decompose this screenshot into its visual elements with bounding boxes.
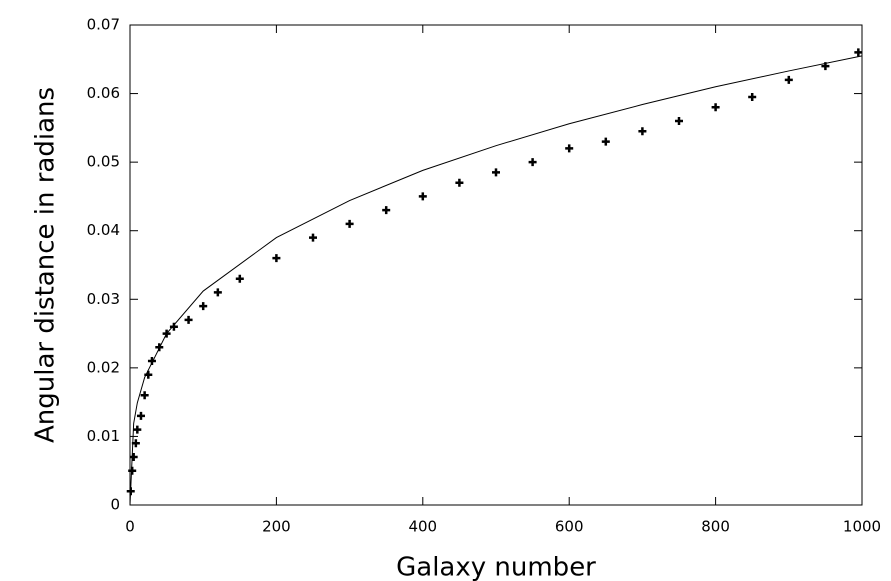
data-point <box>565 144 574 153</box>
x-tick-label: 600 <box>555 518 584 536</box>
y-tick-label: 0.06 <box>87 84 120 102</box>
fit-line <box>129 55 863 506</box>
data-point <box>133 425 142 434</box>
data-point <box>748 93 757 101</box>
x-tick-label: 200 <box>262 518 291 536</box>
data-point <box>601 137 610 146</box>
data-point <box>213 288 222 297</box>
x-tick-label: 0 <box>125 518 135 536</box>
x-axis-title: Galaxy number <box>396 553 596 581</box>
data-point <box>309 233 317 242</box>
plot-frame <box>129 24 863 506</box>
data-point <box>455 178 464 187</box>
data-point <box>128 466 137 475</box>
data-point <box>169 322 178 331</box>
y-tick-label: 0.05 <box>87 153 120 171</box>
data-point <box>382 206 391 215</box>
data-point <box>711 103 720 112</box>
data-point <box>199 302 208 311</box>
data-point <box>140 391 149 400</box>
data-point <box>418 192 427 201</box>
data-point <box>235 274 244 283</box>
x-tick-label: 1000 <box>843 518 881 536</box>
y-tick-label: 0.01 <box>87 427 120 445</box>
data-point <box>184 315 193 324</box>
y-axis-title: Angular distance in radians <box>31 87 61 443</box>
y-tick-label: 0.04 <box>87 221 120 239</box>
x-tick-label: 400 <box>408 518 437 536</box>
data-point <box>784 75 793 84</box>
x-tick-label: 800 <box>701 518 730 536</box>
y-tick-label: 0.03 <box>87 290 120 308</box>
y-tick-label: 0 <box>110 496 120 514</box>
data-point <box>854 48 863 57</box>
data-point <box>638 127 647 136</box>
y-tick-label: 0.07 <box>87 16 120 34</box>
data-point <box>272 254 281 263</box>
data-point <box>675 117 683 125</box>
data-point <box>528 158 537 167</box>
data-point <box>345 219 354 228</box>
data-point <box>129 453 138 461</box>
data-point <box>492 168 500 177</box>
data-point <box>136 411 145 420</box>
y-tick-label: 0.02 <box>87 358 120 376</box>
